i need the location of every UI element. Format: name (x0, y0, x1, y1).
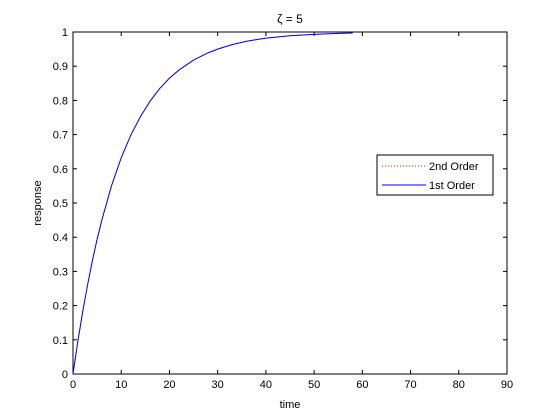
x-tick-label: 0 (70, 379, 76, 391)
y-tick-label: 0.1 (53, 335, 68, 347)
x-tick-label: 40 (260, 379, 272, 391)
x-tick-label: 90 (501, 379, 513, 391)
y-tick-label: 0.6 (53, 164, 68, 176)
legend-label-1st-order: 1st Order (429, 180, 475, 192)
chart-title: ζ = 5 (277, 12, 303, 26)
y-tick-label: 0.3 (53, 266, 68, 278)
y-tick-label: 0.4 (53, 232, 68, 244)
legend-box (376, 154, 494, 196)
x-tick-label: 70 (404, 379, 416, 391)
y-tick-label: 1 (62, 27, 68, 39)
y-tick-label: 0.8 (53, 95, 68, 107)
series-layer (72, 32, 353, 375)
x-tick-label: 30 (212, 379, 224, 391)
series-line-1st-order (72, 32, 353, 375)
x-axis-label: time (280, 399, 301, 411)
x-tick-label: 80 (453, 379, 465, 391)
x-axis: 0 10 20 30 40 50 60 70 80 90 (70, 32, 513, 391)
y-axis-label: response (32, 180, 44, 225)
legend: 2nd Order 1st Order (376, 154, 494, 196)
y-tick-label: 0 (62, 369, 68, 381)
x-tick-label: 20 (163, 379, 175, 391)
x-tick-label: 50 (308, 379, 320, 391)
y-tick-label: 0.9 (53, 61, 68, 73)
y-tick-label: 0.5 (53, 198, 68, 210)
y-tick-label: 0.7 (53, 130, 68, 142)
legend-label-2nd-order: 2nd Order (429, 161, 479, 173)
plot-area (72, 31, 508, 375)
y-axis: 0 0.1 0.2 0.3 0.4 0.5 0.6 0.7 0.8 0.9 1 (53, 27, 507, 381)
x-tick-label: 10 (115, 379, 127, 391)
x-tick-label: 60 (356, 379, 368, 391)
y-tick-label: 0.2 (53, 301, 68, 313)
